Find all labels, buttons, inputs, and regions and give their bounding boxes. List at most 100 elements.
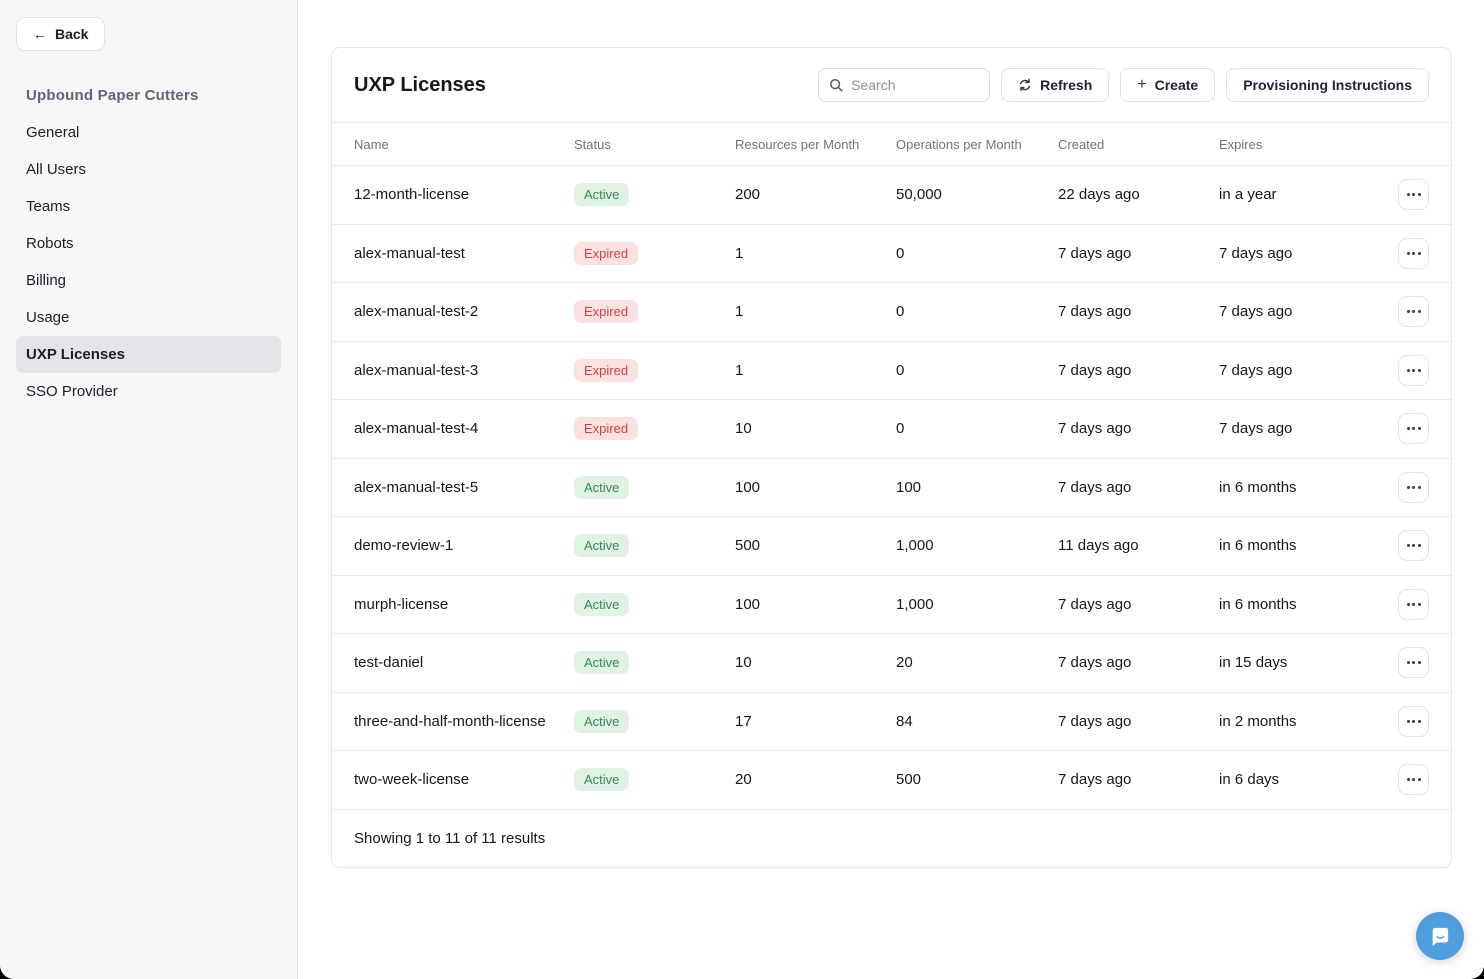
- table-body: 12-month-license Active 200 50,000 22 da…: [332, 166, 1451, 810]
- row-actions-button[interactable]: [1398, 588, 1429, 620]
- table-row: demo-review-1 Active 500 1,000 11 days a…: [332, 517, 1451, 576]
- license-name: alex-manual-test-2: [354, 303, 479, 321]
- table-row: alex-manual-test-2 Expired 1 0 7 days ag…: [332, 283, 1451, 342]
- sidebar: ← Back Upbound Paper Cutters General All…: [0, 0, 298, 979]
- refresh-icon: [1020, 78, 1031, 92]
- expires-value: 7 days ago: [1219, 244, 1293, 262]
- expires-value: in 2 months: [1219, 712, 1297, 730]
- operations-per-month: 84: [896, 712, 913, 730]
- operations-per-month: 100: [896, 478, 922, 496]
- sidebar-item-label: Robots: [26, 235, 74, 252]
- row-actions-button[interactable]: [1398, 237, 1429, 269]
- row-actions-button[interactable]: [1398, 647, 1429, 679]
- sidebar-item-all-users[interactable]: All Users: [16, 151, 281, 188]
- created-value: 7 days ago: [1058, 595, 1132, 613]
- row-actions-button[interactable]: [1398, 530, 1429, 562]
- operations-per-month: 20: [896, 654, 913, 672]
- license-name: 12-month-license: [354, 186, 470, 204]
- resources-per-month: 200: [735, 186, 761, 204]
- license-name: three-and-half-month-license: [354, 712, 546, 730]
- expires-value: 7 days ago: [1219, 361, 1293, 379]
- sidebar-item-billing[interactable]: Billing: [16, 262, 281, 299]
- sidebar-item-sso-provider[interactable]: SSO Provider: [16, 373, 281, 410]
- table-row: alex-manual-test-3 Expired 1 0 7 days ag…: [332, 342, 1451, 400]
- chat-launcher-button[interactable]: [1416, 912, 1464, 960]
- back-arrow-icon: ←: [33, 26, 47, 42]
- status-badge: Active: [574, 709, 630, 733]
- row-actions-button[interactable]: [1398, 413, 1429, 445]
- created-value: 7 days ago: [1058, 420, 1132, 438]
- status-badge: Expired: [574, 417, 639, 441]
- create-button[interactable]: + Create: [1120, 68, 1216, 102]
- created-value: 11 days ago: [1058, 537, 1139, 555]
- status-badge: Expired: [574, 241, 639, 265]
- row-actions-button[interactable]: [1398, 296, 1429, 328]
- plus-icon: +: [1137, 76, 1147, 93]
- license-name: alex-manual-test-5: [354, 478, 479, 496]
- table-row: two-week-license Active 20 500 7 days ag…: [332, 751, 1451, 810]
- status-badge: Active: [574, 475, 630, 499]
- created-value: 7 days ago: [1058, 361, 1132, 379]
- sidebar-item-label: Usage: [26, 309, 70, 326]
- page-title: UXP Licenses: [354, 73, 486, 96]
- created-value: 7 days ago: [1058, 478, 1132, 496]
- status-badge: Active: [574, 592, 630, 616]
- resources-per-month: 100: [735, 595, 761, 613]
- expires-value: 7 days ago: [1219, 420, 1293, 438]
- table-row: alex-manual-test Expired 1 0 7 days ago …: [332, 225, 1451, 283]
- column-header-resources: Resources per Month: [735, 136, 860, 152]
- expires-value: in 6 months: [1219, 537, 1297, 555]
- column-header-status: Status: [574, 136, 611, 152]
- license-name: alex-manual-test-3: [354, 361, 479, 379]
- sidebar-item-label: UXP Licenses: [26, 346, 125, 363]
- table-row: alex-manual-test-5 Active 100 100 7 days…: [332, 459, 1451, 517]
- column-header-operations: Operations per Month: [896, 136, 1022, 152]
- operations-per-month: 50,000: [896, 186, 942, 204]
- license-name: demo-review-1: [354, 537, 454, 555]
- column-header-name: Name: [354, 136, 389, 152]
- resources-per-month: 17: [735, 712, 752, 730]
- resources-per-month: 100: [735, 478, 761, 496]
- sidebar-item-general[interactable]: General: [16, 114, 281, 151]
- status-badge: Active: [574, 183, 630, 207]
- provisioning-instructions-button[interactable]: Provisioning Instructions: [1226, 68, 1429, 102]
- sidebar-item-uxp-licenses[interactable]: UXP Licenses: [16, 336, 281, 373]
- sidebar-item-label: All Users: [26, 161, 87, 178]
- sidebar-item-robots[interactable]: Robots: [16, 225, 281, 262]
- resources-per-month: 20: [735, 771, 752, 789]
- refresh-button[interactable]: Refresh: [1001, 68, 1110, 102]
- resources-per-month: 1: [735, 244, 744, 262]
- resources-per-month: 1: [735, 361, 744, 379]
- expires-value: in 6 months: [1219, 478, 1297, 496]
- created-value: 7 days ago: [1058, 303, 1132, 321]
- created-value: 7 days ago: [1058, 712, 1132, 730]
- back-button[interactable]: ← Back: [16, 17, 106, 51]
- row-actions-button[interactable]: [1398, 705, 1429, 737]
- created-value: 7 days ago: [1058, 244, 1132, 262]
- sidebar-item-label: General: [26, 124, 80, 141]
- search-input[interactable]: [851, 77, 980, 93]
- expires-value: 7 days ago: [1219, 303, 1293, 321]
- created-value: 7 days ago: [1058, 771, 1132, 789]
- sidebar-item-usage[interactable]: Usage: [16, 299, 281, 336]
- table-row: murph-license Active 100 1,000 7 days ag…: [332, 576, 1451, 634]
- back-button-label: Back: [55, 26, 89, 42]
- license-name: alex-manual-test-4: [354, 420, 479, 438]
- refresh-label: Refresh: [1040, 77, 1093, 93]
- row-actions-button[interactable]: [1398, 471, 1429, 503]
- sidebar-item-label: Billing: [26, 272, 67, 289]
- operations-per-month: 0: [896, 361, 905, 379]
- row-actions-button[interactable]: [1398, 764, 1429, 796]
- operations-per-month: 0: [896, 420, 905, 438]
- licenses-card: UXP Licenses Refresh: [331, 47, 1452, 868]
- create-label: Create: [1154, 77, 1199, 93]
- column-header-created: Created: [1058, 136, 1105, 152]
- row-actions-button[interactable]: [1398, 179, 1429, 211]
- sidebar-item-teams[interactable]: Teams: [16, 188, 281, 225]
- license-name: murph-license: [354, 595, 449, 613]
- row-actions-button[interactable]: [1398, 354, 1429, 386]
- expires-value: in 6 days: [1219, 771, 1280, 789]
- search-box[interactable]: [818, 68, 991, 102]
- card-header: UXP Licenses Refresh: [332, 48, 1451, 123]
- created-value: 22 days ago: [1058, 186, 1140, 204]
